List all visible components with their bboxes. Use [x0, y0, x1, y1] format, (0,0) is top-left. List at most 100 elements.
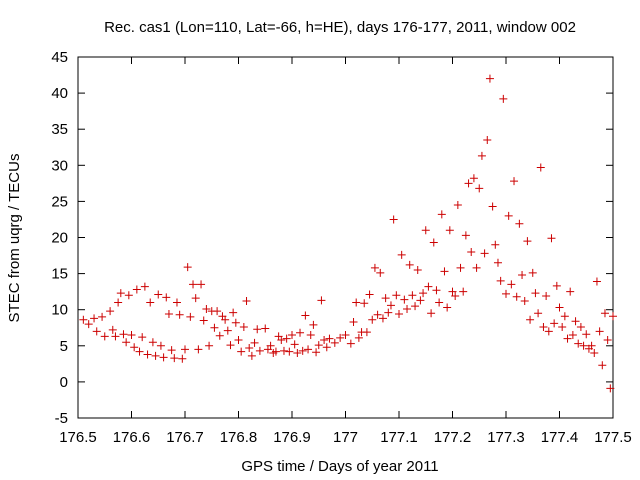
- data-point: [563, 334, 572, 343]
- data-point: [178, 354, 187, 363]
- data-point: [116, 289, 125, 298]
- data-point: [558, 323, 567, 332]
- y-tick-label: 15: [51, 266, 68, 283]
- data-point: [237, 347, 246, 356]
- data-point: [154, 290, 163, 299]
- data-point: [293, 349, 302, 358]
- data-point: [491, 240, 500, 249]
- y-tick-label: 40: [51, 85, 68, 102]
- data-point: [413, 265, 422, 274]
- data-point: [170, 354, 179, 363]
- data-point: [205, 341, 214, 350]
- data-point: [167, 346, 176, 355]
- data-point: [598, 361, 607, 370]
- plot-border: [77, 56, 614, 419]
- data-point: [493, 258, 502, 267]
- data-point: [411, 302, 420, 311]
- data-point: [416, 296, 425, 305]
- data-point: [459, 287, 468, 296]
- data-point: [172, 298, 181, 307]
- data-point: [392, 291, 401, 300]
- data-point: [266, 341, 275, 350]
- data-point: [499, 94, 508, 103]
- data-point: [210, 323, 219, 332]
- data-point: [322, 343, 331, 352]
- data-point: [250, 338, 259, 347]
- data-point: [253, 325, 262, 334]
- x-axis-label: GPS time / Days of year 2011: [241, 458, 438, 475]
- data-point: [130, 343, 139, 352]
- x-tick-label: 177.4: [541, 429, 579, 446]
- data-point: [309, 320, 318, 329]
- data-point: [261, 324, 270, 333]
- data-point: [221, 315, 230, 324]
- data-point: [435, 298, 444, 307]
- y-tick-label: 35: [51, 121, 68, 138]
- data-point: [320, 336, 329, 345]
- data-point: [98, 312, 107, 321]
- y-tick-label: 5: [60, 338, 68, 355]
- data-point: [477, 151, 486, 160]
- y-tick-label: 25: [51, 193, 68, 210]
- data-point: [370, 263, 379, 272]
- data-point: [285, 347, 294, 356]
- data-point: [296, 328, 305, 337]
- y-axis-label: STEC from uqrg / TECUs: [6, 154, 23, 323]
- data-point: [475, 184, 484, 193]
- y-tick-label: 45: [51, 49, 68, 66]
- data-point: [189, 280, 198, 289]
- data-point: [485, 74, 494, 83]
- data-point: [496, 276, 505, 285]
- data-point: [100, 332, 109, 341]
- data-point: [592, 277, 601, 286]
- x-tick-label: 177.1: [380, 429, 418, 446]
- data-point: [403, 304, 412, 313]
- data-point: [317, 296, 326, 305]
- data-point: [389, 215, 398, 224]
- data-point: [306, 330, 315, 339]
- x-tick-label: 177: [333, 429, 358, 446]
- data-point: [215, 331, 224, 340]
- data-point: [223, 326, 232, 335]
- data-point: [194, 345, 203, 354]
- data-point: [560, 312, 569, 321]
- data-point: [349, 317, 358, 326]
- data-point: [282, 334, 291, 343]
- data-point: [114, 298, 123, 307]
- data-point: [181, 345, 189, 354]
- data-point: [400, 295, 409, 304]
- y-tick-label: -5: [55, 410, 68, 427]
- data-point: [518, 271, 527, 280]
- data-point: [568, 330, 577, 339]
- data-point: [288, 330, 296, 339]
- data-point: [143, 350, 152, 359]
- data-point: [531, 289, 540, 298]
- x-tick-label: 176.9: [273, 429, 311, 446]
- x-tick-label: 177.2: [434, 429, 472, 446]
- data-point: [162, 293, 171, 302]
- data-point: [603, 336, 612, 345]
- data-point: [229, 308, 238, 317]
- data-point: [397, 250, 406, 259]
- data-point: [443, 303, 452, 312]
- data-point: [576, 323, 585, 332]
- data-point: [90, 314, 99, 323]
- x-tick-label: 177.5: [594, 429, 632, 446]
- data-point: [352, 298, 361, 307]
- y-tick-label: 20: [51, 230, 68, 247]
- x-tick-label: 176.8: [220, 429, 258, 446]
- x-tick-label: 176.7: [166, 429, 204, 446]
- data-point: [464, 179, 473, 188]
- data-point: [419, 289, 428, 298]
- data-point: [424, 282, 433, 291]
- x-tick-label: 176.5: [59, 429, 97, 446]
- data-point: [542, 291, 551, 300]
- data-point: [111, 332, 120, 341]
- data-point: [386, 301, 395, 310]
- data-point: [552, 281, 561, 290]
- data-point: [526, 315, 535, 324]
- y-tick-label: 10: [51, 302, 68, 319]
- data-point: [360, 299, 369, 308]
